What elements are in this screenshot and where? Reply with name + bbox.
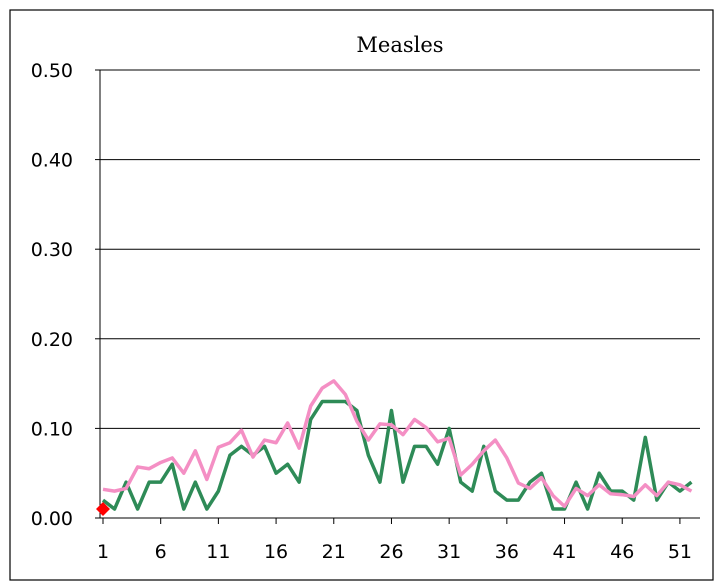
x-tick-label: 36 xyxy=(495,541,519,563)
data-point-marker xyxy=(96,502,110,517)
y-tick-label: 0.40 xyxy=(31,150,73,172)
y-axis-ticks: 0.00 0.10 0.20 0.30 0.40 0.50 xyxy=(31,60,100,530)
x-tick-label: 51 xyxy=(668,541,692,563)
x-tick-label: 31 xyxy=(437,541,461,563)
x-tick-label: 46 xyxy=(610,541,634,563)
x-tick-label: 6 xyxy=(155,541,167,563)
x-axis-ticks: 1 6 11 16 21 26 31 36 41 46 51 xyxy=(97,518,692,563)
axes xyxy=(99,70,700,519)
chart-border xyxy=(9,9,714,581)
x-tick-label: 11 xyxy=(206,541,230,563)
y-tick-label: 0.20 xyxy=(31,329,73,351)
x-tick-label: 41 xyxy=(552,541,576,563)
y-tick-label: 0.10 xyxy=(31,418,73,440)
x-tick-label: 1 xyxy=(97,541,109,563)
x-tick-label: 16 xyxy=(264,541,288,563)
y-tick-label: 0.50 xyxy=(31,60,73,82)
y-tick-label: 0.30 xyxy=(31,239,73,261)
series-line-2 xyxy=(102,379,693,509)
x-tick-label: 21 xyxy=(322,541,346,563)
y-tick-label: 0.00 xyxy=(31,508,73,530)
chart-title: Measles xyxy=(356,33,443,57)
series-lines xyxy=(96,379,693,517)
x-tick-label: 26 xyxy=(379,541,403,563)
